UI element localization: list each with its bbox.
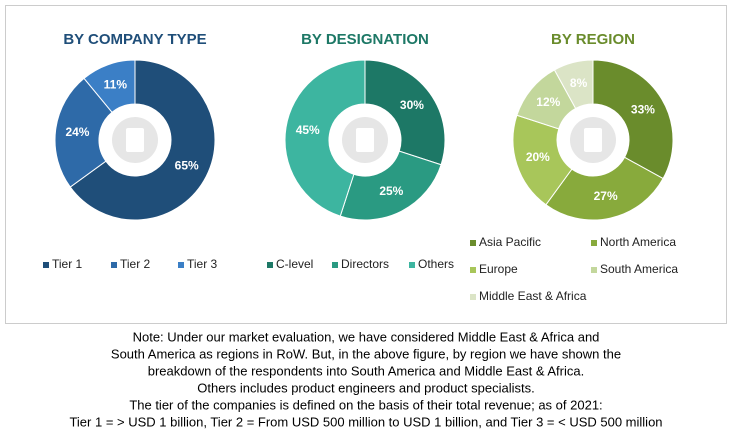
legend-label: Tier 3 [187,257,218,271]
donut-slice [83,59,136,113]
donut-slice [54,77,113,188]
legend-label: Europe [479,262,518,276]
legend-swatch [470,294,476,300]
note: Note: Under our market evaluation, we ha… [133,329,600,344]
data-label: 8% [570,76,588,90]
legend-label: Tier 1 [52,257,83,271]
legend-swatch [178,262,184,268]
legend-label: Directors [341,257,389,271]
donut-slice [553,59,594,110]
legend-label: Asia Pacific [479,235,541,249]
donut-slice [364,59,446,166]
icon [356,128,374,152]
data-label: 25% [379,184,403,198]
legend-swatch [409,262,415,268]
donut-slice [69,59,216,221]
legend-swatch [267,262,273,268]
icon [126,128,144,152]
frame [5,5,727,324]
note: Others includes product engineers and pr… [197,380,534,395]
note: Tier 1 = > USD 1 billion, Tier 2 = From … [69,414,662,429]
data-label: 33% [631,103,655,117]
chart-title: BY COMPANY TYPE [63,31,206,48]
legend-swatch [591,267,597,273]
note: South America as regions in RoW. But, in… [111,346,621,361]
data-label: 11% [104,78,128,92]
chart-title: BY DESIGNATION [301,31,429,48]
donut-slice [592,59,674,180]
note: The tier of the companies is defined on … [129,397,602,412]
legend-swatch [470,240,476,246]
legend-swatch [470,267,476,273]
legend-swatch [43,262,49,268]
chart-title: BY REGION [551,31,635,48]
note: breakdown of the respondents into South … [148,363,584,378]
legend-label: South America [600,262,678,276]
legend-label: C-level [276,257,313,271]
data-label: 24% [65,125,89,139]
data-label: 45% [296,123,320,137]
donut-slice [284,59,366,217]
legend-label: North America [600,235,676,249]
donut-slice [339,150,442,221]
data-label: 30% [400,98,424,112]
legend-swatch [591,240,597,246]
donut-slice [545,156,664,221]
legend-swatch [332,262,338,268]
legend-label: Others [418,257,454,271]
data-label: 20% [526,150,550,164]
legend-label: Tier 2 [120,257,151,271]
data-label: 27% [594,189,618,203]
data-label: 65% [175,159,199,173]
legend-swatch [111,262,117,268]
legend-label: Middle East & Africa [479,289,587,303]
data-label: 12% [536,95,560,109]
icon [584,128,602,152]
